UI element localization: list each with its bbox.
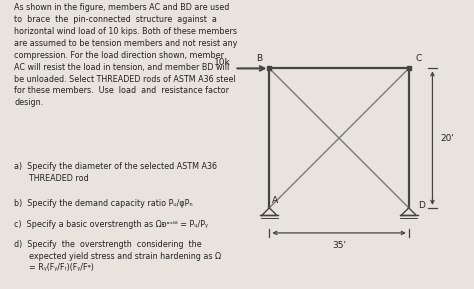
Text: c)  Specify a basic overstrength as Ωᴆᵃˢᴵᴽ = Pᵤ/Pᵧ: c) Specify a basic overstrength as Ωᴆᵃˢᴵ… xyxy=(14,220,208,229)
Text: 10k: 10k xyxy=(214,58,230,67)
Text: As shown in the figure, members AC and BD are used
to  brace  the  pin-connected: As shown in the figure, members AC and B… xyxy=(14,3,237,108)
Text: a)  Specify the diameter of the selected ASTM A36
      THREADED rod: a) Specify the diameter of the selected … xyxy=(14,162,217,183)
Text: 20': 20' xyxy=(441,134,455,143)
Text: 35': 35' xyxy=(332,241,346,250)
Text: A: A xyxy=(272,196,278,205)
Text: D: D xyxy=(419,201,425,210)
Text: b)  Specify the demand capacity ratio Pᵤ/φPₙ: b) Specify the demand capacity ratio Pᵤ/… xyxy=(14,199,193,208)
Text: B: B xyxy=(256,54,263,63)
Text: C: C xyxy=(416,54,422,63)
Text: d)  Specify  the  overstrength  considering  the
      expected yield stress and: d) Specify the overstrength considering … xyxy=(14,240,221,273)
